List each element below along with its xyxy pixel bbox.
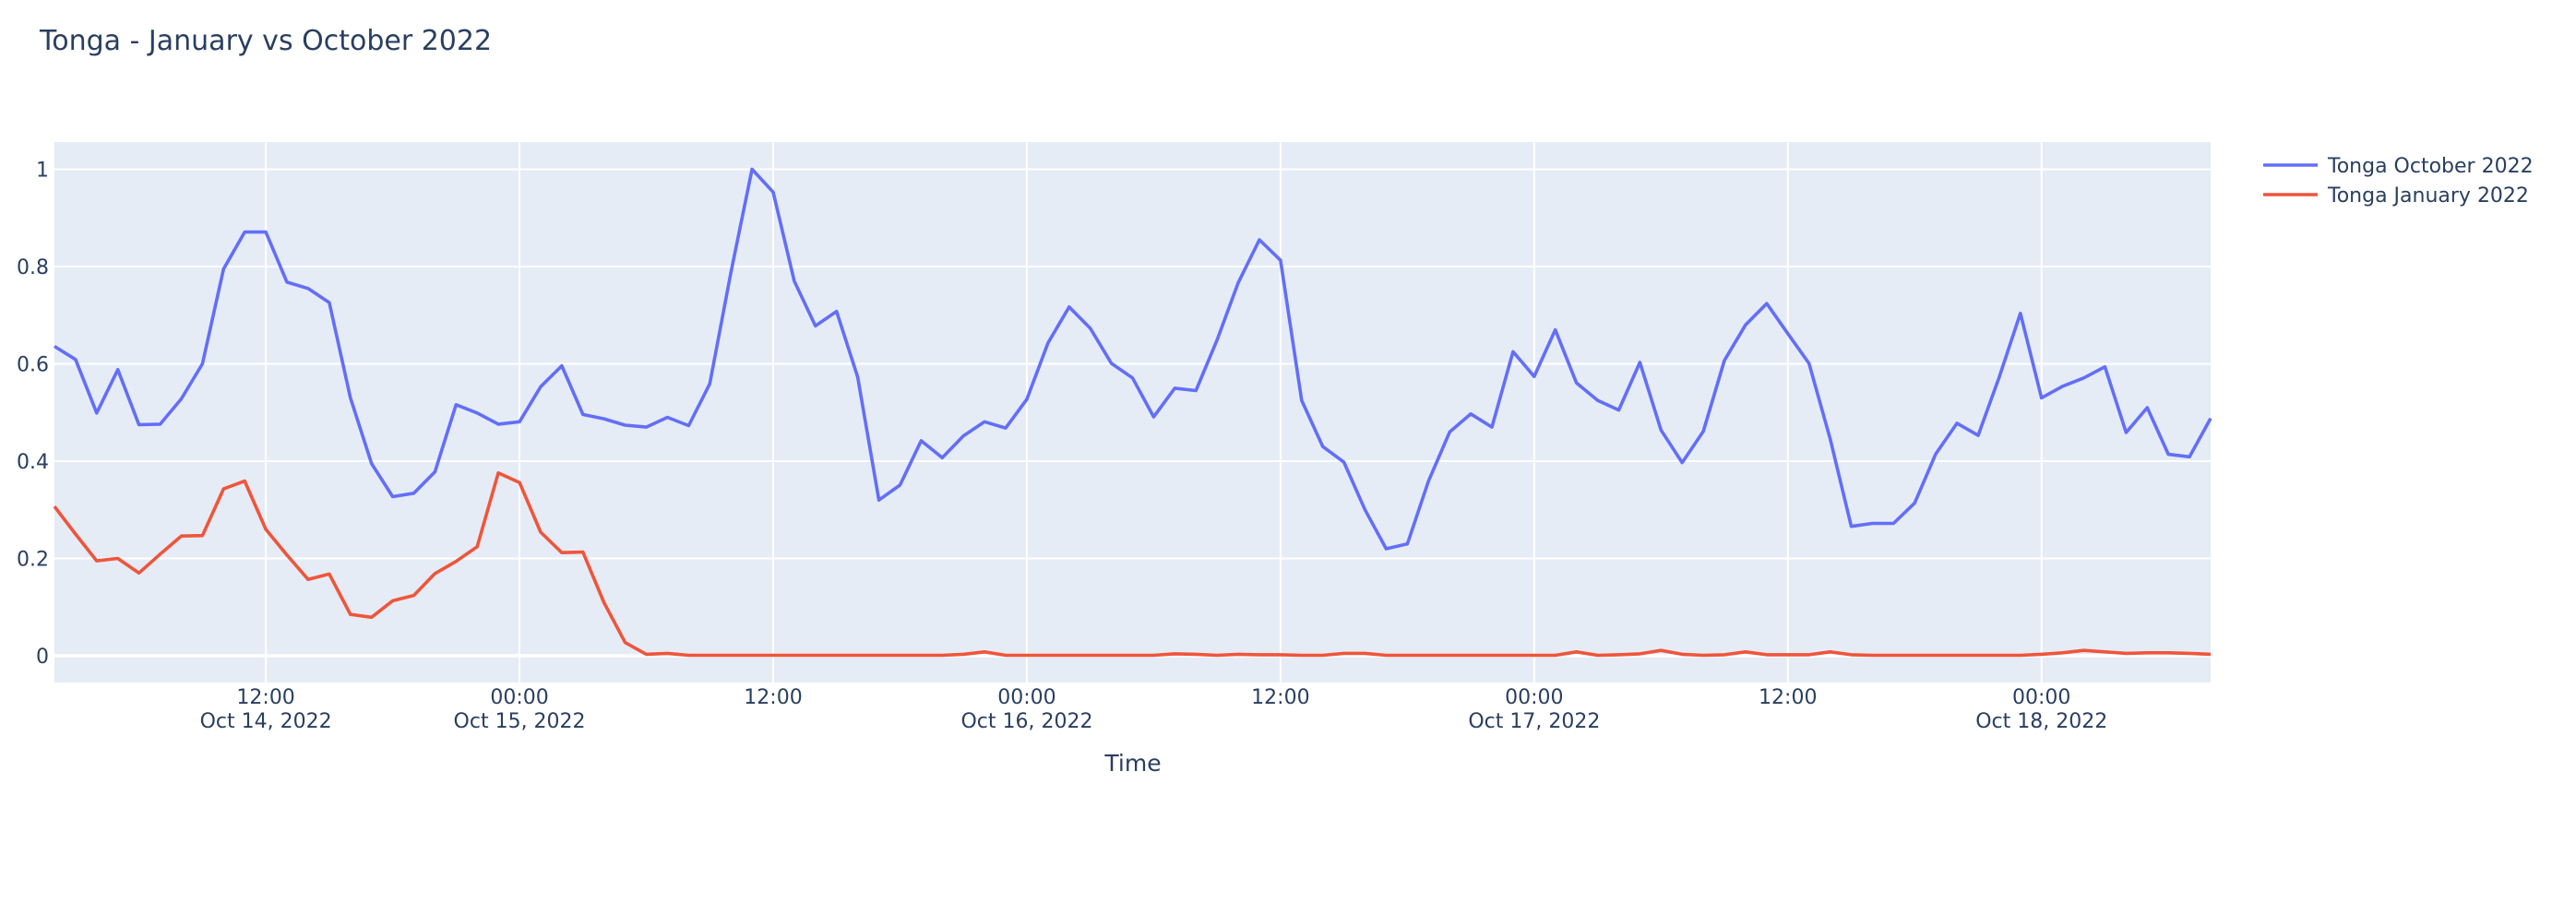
x-tick-label-date: Oct 15, 2022	[454, 710, 586, 733]
x-tick-label-time: 12:00	[236, 686, 294, 709]
y-tick-label: 0.6	[17, 354, 49, 377]
y-axis-ticks: 0 0.2 0.4 0.6 0.8 1	[17, 160, 49, 669]
x-tick-label-time: 00:00	[490, 686, 548, 709]
x-tick-label-date: Oct 17, 2022	[1468, 710, 1600, 733]
chart-title: Tonga - January vs October 2022	[39, 25, 492, 57]
gridlines	[54, 142, 2211, 682]
x-tick-label-date: Oct 14, 2022	[200, 710, 332, 733]
y-tick-label: 0.2	[17, 548, 49, 571]
x-tick-label-date: Oct 16, 2022	[960, 710, 1092, 733]
y-tick-label: 0	[36, 646, 49, 669]
x-tick-label-time: 12:00	[1251, 686, 1309, 709]
series-lines	[53, 167, 2212, 658]
series-line-0	[54, 167, 2212, 551]
y-tick-label: 0.4	[17, 451, 49, 474]
x-axis-title: Time	[1103, 750, 1161, 777]
x-tick-label-time: 12:00	[744, 686, 802, 709]
series-line-1	[53, 470, 2212, 658]
x-tick-label-time: 00:00	[2012, 686, 2070, 709]
x-tick-label-time: 00:00	[1505, 686, 1563, 709]
x-tick-label-date: Oct 18, 2022	[1975, 710, 2107, 733]
y-tick-label: 1	[36, 160, 49, 183]
plot-area	[54, 142, 2211, 682]
legend-label: Tonga October 2022	[2327, 155, 2534, 178]
x-tick-label-time: 00:00	[997, 686, 1055, 709]
y-tick-label: 0.8	[17, 256, 49, 279]
legend-label: Tonga January 2022	[2327, 184, 2529, 208]
legend: Tonga October 2022 Tonga January 2022	[2263, 155, 2534, 208]
x-tick-label-time: 12:00	[1759, 686, 1817, 709]
